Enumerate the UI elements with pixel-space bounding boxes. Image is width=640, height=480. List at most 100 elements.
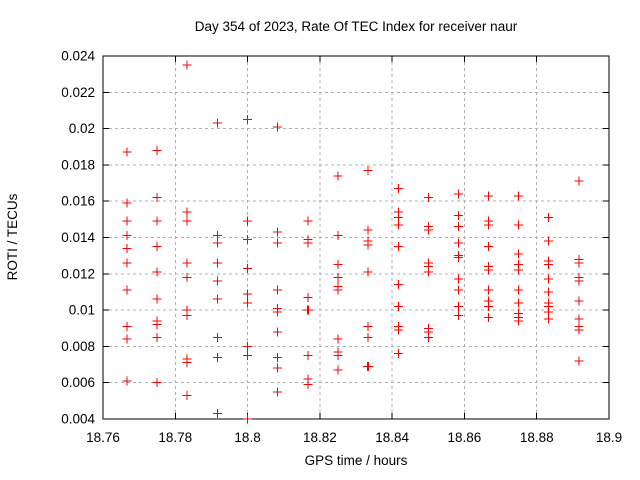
data-point-marker bbox=[514, 285, 524, 295]
data-point-marker bbox=[213, 118, 223, 128]
data-point-marker bbox=[152, 193, 162, 203]
data-point-marker bbox=[544, 314, 554, 324]
data-points bbox=[122, 60, 584, 424]
data-point-marker bbox=[453, 311, 463, 321]
data-point-marker bbox=[213, 332, 223, 342]
data-point-marker bbox=[423, 193, 433, 203]
data-point-marker bbox=[514, 220, 524, 230]
data-point-marker bbox=[182, 216, 192, 226]
data-point-marker bbox=[453, 285, 463, 295]
x-tick-label: 18.84 bbox=[375, 430, 409, 445]
data-point-marker bbox=[122, 243, 132, 253]
data-point-marker bbox=[182, 272, 192, 282]
data-point-marker bbox=[213, 258, 223, 268]
data-point-marker bbox=[423, 332, 433, 342]
chart-title: Day 354 of 2023, Rate Of TEC Index for r… bbox=[195, 19, 518, 34]
data-point-marker bbox=[182, 390, 192, 400]
y-tick-label: 0.024 bbox=[61, 49, 95, 64]
data-point-marker bbox=[213, 276, 223, 286]
data-point-marker bbox=[364, 361, 374, 371]
data-point-marker bbox=[122, 198, 132, 208]
data-point-marker bbox=[393, 242, 403, 252]
data-point-marker bbox=[182, 258, 192, 268]
data-point-marker bbox=[273, 307, 283, 317]
data-point-marker bbox=[122, 258, 132, 268]
data-point-marker bbox=[243, 341, 253, 351]
data-point-marker bbox=[514, 316, 524, 326]
data-point-marker bbox=[213, 294, 223, 304]
data-point-marker bbox=[243, 350, 253, 360]
data-point-marker bbox=[243, 216, 253, 226]
data-point-marker bbox=[213, 409, 223, 419]
data-point-marker bbox=[333, 231, 343, 241]
data-point-marker bbox=[122, 334, 132, 344]
x-tick-label: 18.76 bbox=[86, 430, 120, 445]
data-point-marker bbox=[243, 234, 253, 244]
data-point-marker bbox=[303, 238, 313, 248]
data-point-marker bbox=[484, 285, 494, 295]
data-point-marker bbox=[152, 332, 162, 342]
x-tick-label: 18.82 bbox=[303, 430, 337, 445]
data-point-marker bbox=[363, 332, 373, 342]
data-point-marker bbox=[273, 387, 283, 397]
data-point-marker bbox=[423, 225, 433, 235]
data-point-marker bbox=[182, 358, 192, 368]
data-point-marker bbox=[574, 325, 584, 335]
y-tick-label: 0.02 bbox=[69, 121, 95, 136]
x-tick-label: 18.8 bbox=[234, 430, 260, 445]
data-point-marker bbox=[303, 292, 313, 302]
data-point-marker bbox=[574, 176, 584, 186]
data-point-marker bbox=[393, 325, 403, 335]
data-point-marker bbox=[122, 285, 132, 295]
y-tick-label: 0.006 bbox=[61, 375, 95, 390]
data-point-marker bbox=[453, 222, 463, 232]
y-tick-label: 0.004 bbox=[61, 412, 95, 427]
data-point-marker bbox=[273, 285, 283, 295]
y-tick-label: 0.016 bbox=[61, 194, 95, 209]
y-axis-label: ROTI / TECUs bbox=[5, 193, 20, 280]
tick-labels: 18.76 18.78 18.8 18.82 18.84 18.86 18.88 18.9 0.… bbox=[61, 49, 622, 446]
data-point-marker bbox=[213, 352, 223, 362]
data-point-marker bbox=[453, 301, 463, 311]
grid-lines bbox=[103, 56, 609, 419]
data-point-marker bbox=[514, 298, 524, 308]
data-point-marker bbox=[243, 298, 253, 308]
data-point-marker bbox=[152, 378, 162, 388]
data-point-marker bbox=[484, 191, 494, 201]
axes bbox=[102, 55, 610, 420]
data-point-marker bbox=[484, 220, 494, 230]
data-point-marker bbox=[152, 216, 162, 226]
x-tick-label: 18.9 bbox=[596, 430, 622, 445]
data-point-marker bbox=[304, 305, 314, 315]
data-point-marker bbox=[182, 207, 192, 217]
data-point-marker bbox=[122, 376, 132, 386]
data-point-marker bbox=[333, 260, 343, 270]
data-point-marker bbox=[333, 334, 343, 344]
data-point-marker bbox=[574, 258, 584, 268]
data-point-marker bbox=[514, 265, 524, 275]
data-point-marker bbox=[544, 287, 554, 297]
data-point-marker bbox=[363, 240, 373, 250]
data-point-marker bbox=[574, 356, 584, 366]
data-point-marker bbox=[122, 321, 132, 331]
data-point-marker bbox=[303, 380, 313, 390]
data-point-marker bbox=[544, 260, 554, 270]
data-point-marker bbox=[243, 263, 253, 273]
data-point-marker bbox=[423, 267, 433, 277]
data-point-marker bbox=[484, 312, 494, 322]
data-point-marker bbox=[393, 280, 403, 290]
data-point-marker bbox=[152, 145, 162, 155]
data-point-marker bbox=[453, 189, 463, 199]
y-tick-label: 0.008 bbox=[61, 339, 95, 354]
data-point-marker bbox=[243, 289, 253, 299]
data-point-marker bbox=[453, 211, 463, 221]
x-tick-label: 18.88 bbox=[520, 430, 554, 445]
x-tick-label: 18.78 bbox=[158, 430, 192, 445]
y-tick-label: 0.014 bbox=[61, 230, 95, 245]
data-point-marker bbox=[333, 272, 343, 282]
data-point-marker bbox=[182, 60, 192, 70]
data-point-marker bbox=[273, 352, 283, 362]
data-point-marker bbox=[393, 349, 403, 359]
data-point-marker bbox=[574, 296, 584, 306]
data-point-marker bbox=[453, 238, 463, 248]
